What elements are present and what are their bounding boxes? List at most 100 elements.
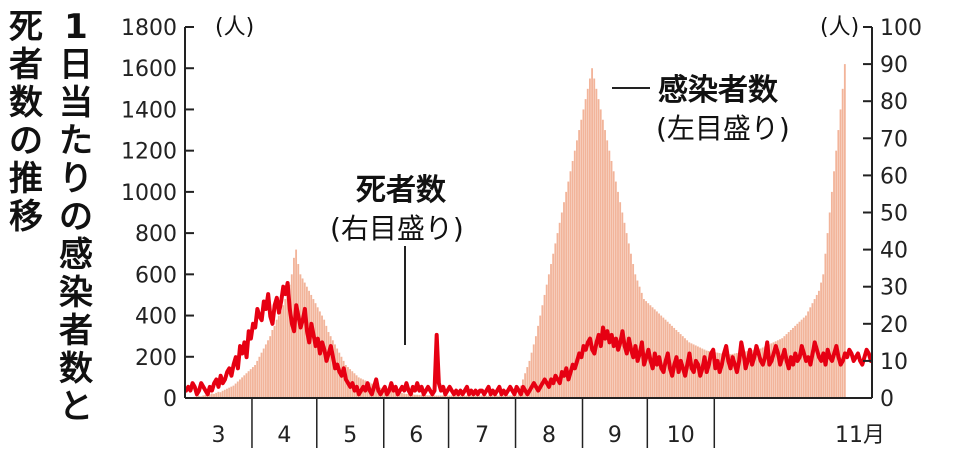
cases-bar [703, 349, 706, 398]
cases-bar [321, 315, 323, 398]
cases-bar [716, 352, 719, 398]
cases-bar [604, 130, 606, 398]
cases-bar [725, 354, 727, 398]
cases-bar [197, 395, 200, 398]
cases-bar [593, 78, 596, 398]
cases-bar [422, 395, 425, 398]
cases-bar [260, 352, 263, 398]
cases-bar [774, 341, 777, 398]
cases-bar [258, 356, 261, 398]
cases-bar [820, 282, 822, 398]
cases-bar [735, 353, 738, 398]
cases-bar [751, 350, 753, 398]
cases-bar [558, 222, 561, 398]
month-label: 5 [343, 423, 357, 448]
cases-bar [301, 278, 304, 398]
cases-bar [487, 395, 490, 398]
month-label: 7 [475, 423, 489, 448]
cases-bar [565, 191, 568, 398]
cases-bar [219, 392, 222, 398]
cases-bar [776, 340, 779, 398]
cases-bar [429, 395, 431, 398]
cases-bar [444, 395, 447, 398]
axes [184, 26, 873, 448]
cases-bar [619, 202, 622, 398]
cases-bar [576, 140, 578, 399]
cases-bar [830, 191, 833, 398]
cases-bar [334, 344, 336, 398]
cases-bar [470, 395, 473, 398]
cases-bar [560, 212, 563, 398]
cases-bar [688, 342, 691, 398]
cases-bar [502, 395, 505, 398]
cases-bar [390, 390, 393, 398]
cases-bar [573, 150, 576, 398]
cases-bar [439, 395, 442, 398]
cases-bar [262, 348, 265, 398]
cases-bar [537, 325, 539, 398]
cases-bar [282, 305, 285, 398]
cases-bar [202, 395, 205, 398]
cases-bar [662, 317, 665, 398]
cases-bar [500, 395, 503, 398]
cases-bar [779, 339, 781, 398]
cases-bar [288, 284, 291, 398]
cases-bar [638, 286, 641, 398]
cases-bar [759, 348, 762, 398]
cases-bar [526, 367, 529, 398]
cases-bar [645, 301, 647, 398]
cases-bar [234, 383, 237, 398]
cases-bar [591, 68, 593, 398]
cases-bar [660, 315, 663, 398]
chart-title-line-2: 死者数の推移 [9, 7, 43, 237]
cases-bar [476, 395, 479, 398]
cases-bar [822, 274, 825, 398]
cases-bar [828, 212, 831, 398]
cases-bar [809, 307, 812, 398]
cases-bar [267, 340, 269, 398]
cases-label: 感染者数 [658, 73, 779, 108]
cases-bar [204, 394, 207, 398]
cases-bar [601, 119, 604, 398]
right-tick-label: 20 [880, 313, 908, 338]
left-tick-label: 800 [135, 222, 177, 247]
cases-bar [239, 379, 241, 398]
cases-bar [742, 351, 745, 398]
right-tick-label: 40 [880, 239, 908, 264]
cases-bar [405, 393, 408, 398]
left-axis-unit: (人) [215, 15, 254, 40]
chart-title-line-1: 1日当たりの感染者数と [59, 7, 93, 427]
cases-bar [208, 394, 211, 398]
cases-bar [763, 346, 766, 398]
cases-bar [623, 222, 626, 398]
cases-bar [483, 395, 485, 398]
cases-bar [651, 307, 654, 398]
cases-bar [807, 311, 810, 398]
cases-bar [770, 343, 773, 398]
cases-bar [511, 395, 514, 398]
cases-bar [766, 345, 768, 398]
cases-bar [226, 388, 228, 398]
cases-bar [571, 160, 574, 398]
cases-bar [472, 395, 475, 398]
annotations: (人) (人) 感染者数 (左目盛り) 死者数 (右目盛り) [215, 15, 859, 345]
cases-bar [480, 395, 483, 398]
cases-bar [249, 369, 252, 398]
cases-bar [459, 395, 462, 398]
left-tick-label: 200 [135, 346, 177, 371]
cases-bar [424, 395, 427, 398]
left-tick-label: 0 [163, 387, 177, 412]
cases-bar [206, 395, 209, 398]
month-label: 3 [212, 423, 226, 448]
right-axis-unit: (人) [820, 15, 859, 40]
right-tick-label: 100 [880, 16, 922, 41]
cases-bar [450, 395, 453, 398]
cases-bar [528, 360, 531, 398]
cases-bar [383, 389, 386, 398]
cases-bar [308, 290, 310, 398]
cases-bar [457, 395, 460, 398]
cases-bar [297, 264, 300, 398]
cases-bar [398, 392, 401, 398]
cases-bar [580, 119, 583, 398]
